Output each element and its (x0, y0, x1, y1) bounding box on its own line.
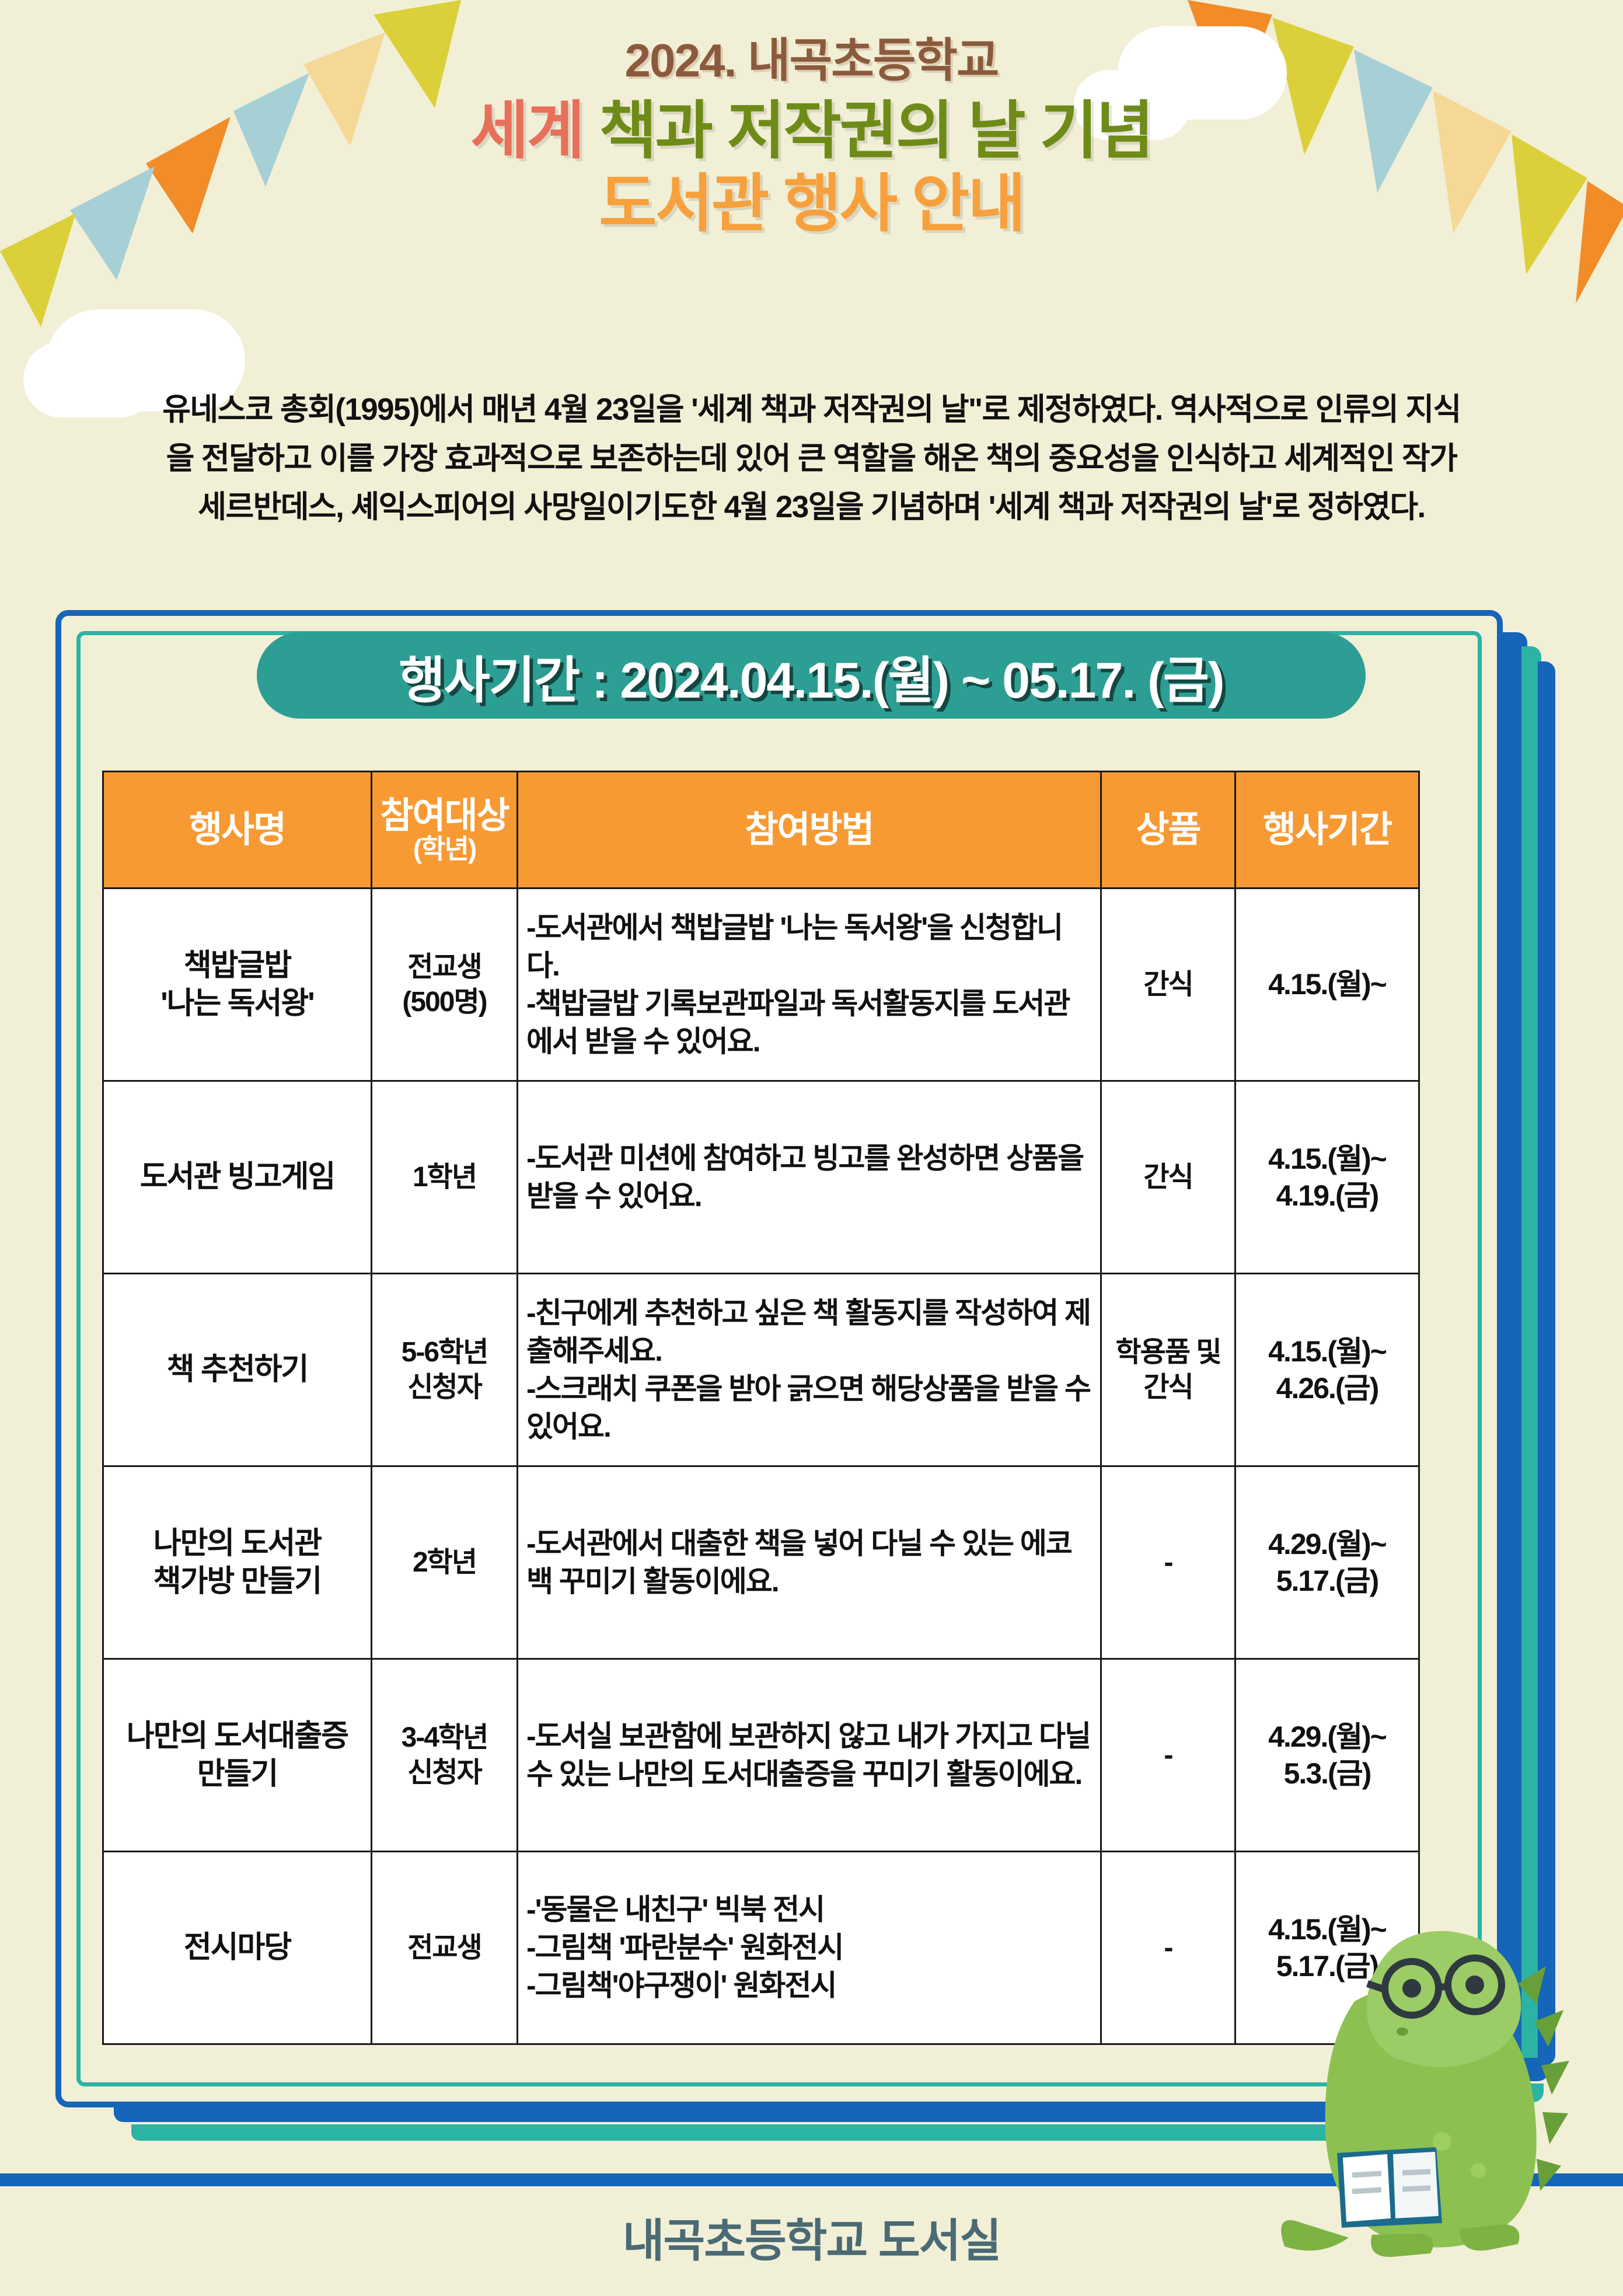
cell-event-prize: 간식 (1100, 1080, 1236, 1274)
cell-event-prize: - (1100, 1658, 1236, 1852)
page-title-line-1: 세계 책과 저작권의 날 기념 (0, 95, 1623, 166)
column-header-prize: 상품 (1100, 771, 1236, 889)
table-row: 나만의 도서대출증 만들기 3-4학년 신청자 -도서실 보관함에 보관하지 않… (102, 1658, 1420, 1852)
cell-event-method: -도서관에서 책밥글밥 '나는 독서왕'을 신청합니다. -책밥글밥 기록보관파… (516, 887, 1102, 1082)
events-table-container: 행사명 참여대상 (학년) 참여방법 상품 행사기간 책밥글밥 '나는 독서왕'… (102, 771, 1420, 2045)
cell-event-target: 3-4학년 신청자 (371, 1658, 518, 1852)
table-header-row: 행사명 참여대상 (학년) 참여방법 상품 행사기간 (102, 771, 1420, 889)
cell-event-name: 나만의 도서관 책가방 만들기 (102, 1465, 372, 1660)
column-header-target-sub: (학년) (413, 833, 477, 864)
intro-line-1: 유네스코 총회(1995)에서 매년 4월 23일을 '세계 책과 저작권의 날… (162, 392, 1461, 427)
column-header-name: 행사명 (102, 771, 372, 889)
table-row: 나만의 도서관 책가방 만들기 2학년 -도서관에서 대출한 책을 넣어 다닐 … (102, 1465, 1420, 1660)
page-title-line-2: 도서관 행사 안내 (0, 168, 1623, 239)
column-header-method: 참여방법 (516, 771, 1102, 889)
cell-event-method: -도서관에서 대출한 책을 넣어 다닐 수 있는 에코백 꾸미기 활동이에요. (516, 1465, 1102, 1660)
cell-event-method: -친구에게 추천하고 싶은 책 활동지를 작성하여 제출해주세요. -스크래치 … (516, 1273, 1102, 1467)
cell-event-period: 4.29.(월)~ 5.3.(금) (1234, 1658, 1420, 1852)
title-line-2-text: 도서관 행사 안내 (599, 168, 1026, 239)
cell-event-period: 4.15.(월)~ 4.19.(금) (1234, 1080, 1420, 1274)
cell-event-name: 나만의 도서대출증 만들기 (102, 1658, 372, 1852)
title-highlight: 세계 (470, 95, 585, 166)
events-table-body: 책밥글밥 '나는 독서왕' 전교생 (500명) -도서관에서 책밥글밥 '나는… (102, 887, 1420, 2045)
cell-event-target: 5-6학년 신청자 (371, 1273, 518, 1467)
cell-event-method: -'동물은 내친구' 빅북 전시 -그림책 '파란분수' 원화전시 -그림책'야… (516, 1851, 1102, 2045)
cell-event-period: 4.15.(월)~ (1234, 887, 1420, 1082)
table-row: 도서관 빙고게임 1학년 -도서관 미션에 참여하고 빙고를 완성하면 상품을 … (102, 1080, 1420, 1274)
table-row: 책밥글밥 '나는 독서왕' 전교생 (500명) -도서관에서 책밥글밥 '나는… (102, 887, 1420, 1082)
cell-event-target: 전교생 (500명) (371, 887, 518, 1082)
event-period-banner: 행사기간 : 2024.04.15.(월) ~ 05.17. (금) (257, 632, 1366, 719)
cell-event-target: 전교생 (371, 1851, 518, 2045)
intro-line-3: 세르반데스, 셰익스피어의 사망일이기도한 4월 23일을 기념하며 '세계 책… (198, 490, 1426, 525)
cell-event-method: -도서실 보관함에 보관하지 않고 내가 가지고 다닐 수 있는 나만의 도서대… (516, 1658, 1102, 1852)
cell-event-period: 4.15.(월)~ 4.26.(금) (1234, 1273, 1420, 1467)
cell-event-prize: - (1100, 1465, 1236, 1660)
table-row: 전시마당 전교생 -'동물은 내친구' 빅북 전시 -그림책 '파란분수' 원화… (102, 1851, 1420, 2045)
column-header-target-main: 참여대상 (380, 795, 509, 836)
column-header-period: 행사기간 (1234, 771, 1420, 889)
event-period-text: 행사기간 : 2024.04.15.(월) ~ 05.17. (금) (399, 652, 1224, 709)
column-header-target: 참여대상 (학년) (371, 771, 518, 889)
cell-event-period: 4.29.(월)~ 5.17.(금) (1234, 1465, 1420, 1660)
poster-header: 2024. 내곡초등학교 세계 책과 저작권의 날 기념 도서관 행사 안내 (0, 35, 1623, 239)
cell-event-method: -도서관 미션에 참여하고 빙고를 완성하면 상품을 받을 수 있어요. (516, 1080, 1102, 1274)
cloud-decoration (23, 342, 158, 417)
table-row: 책 추천하기 5-6학년 신청자 -친구에게 추천하고 싶은 책 활동지를 작성… (102, 1273, 1420, 1467)
events-table: 행사명 참여대상 (학년) 참여방법 상품 행사기간 책밥글밥 '나는 독서왕'… (102, 771, 1420, 2045)
title-rest: 책과 저작권의 날 기념 (583, 95, 1154, 166)
cell-event-name: 도서관 빙고게임 (102, 1080, 372, 1274)
footer-school-library: 내곡초등학교 도서실 (622, 2215, 1002, 2266)
cell-event-target: 2학년 (371, 1465, 518, 1660)
footer-divider (0, 2173, 1623, 2186)
cell-event-name: 전시마당 (102, 1851, 372, 2045)
school-kicker: 2024. 내곡초등학교 (624, 34, 999, 86)
cell-event-prize: 학용품 및 간식 (1100, 1273, 1236, 1467)
cell-event-prize: - (1100, 1851, 1236, 2045)
intro-paragraph: 유네스코 총회(1995)에서 매년 4월 23일을 '세계 책과 저작권의 날… (29, 385, 1594, 532)
cell-event-prize: 간식 (1100, 887, 1236, 1082)
cell-event-target: 1학년 (371, 1080, 518, 1274)
cloud-decoration (1074, 70, 1191, 140)
intro-line-2: 을 전달하고 이를 가장 효과적으로 보존하는데 있어 큰 역할을 해온 책의 … (166, 441, 1458, 476)
cell-event-name: 책 추천하기 (102, 1273, 372, 1467)
cell-event-name: 책밥글밥 '나는 독서왕' (102, 887, 372, 1082)
dinosaur-mascot-icon (1281, 1931, 1569, 2257)
